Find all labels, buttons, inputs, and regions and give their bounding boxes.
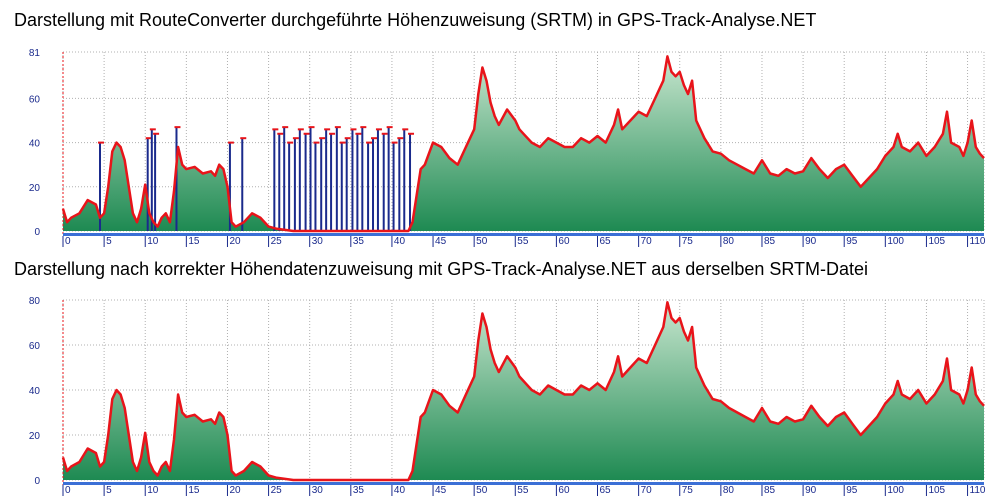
y-tick-label: 80	[29, 296, 41, 307]
chart-2-title: Darstellung nach korrekter Höhendatenzuw…	[14, 259, 869, 279]
x-tick-label: 100	[887, 236, 904, 247]
x-tick-label: 75	[682, 236, 694, 247]
x-tick-label: 95	[846, 236, 858, 247]
x-tick-label: 105	[928, 236, 945, 247]
x-tick-label: 80	[723, 485, 735, 496]
x-tick-label: 45	[435, 236, 447, 247]
x-tick-label: 65	[600, 485, 612, 496]
x-tick-label: 15	[188, 236, 200, 247]
x-tick-label: 60	[558, 236, 570, 247]
elevation-line	[61, 55, 985, 233]
x-tick-label: 15	[188, 485, 200, 496]
x-tick-label: 20	[229, 485, 241, 496]
elevation-area	[63, 302, 984, 480]
x-tick-label: 25	[271, 236, 283, 247]
y-tick-label: 81	[29, 48, 41, 59]
x-tick-label: 85	[764, 485, 776, 496]
x-tick-label: 55	[517, 485, 529, 496]
x-tick-label: 110	[970, 236, 986, 247]
x-tick-label: 35	[353, 485, 365, 496]
y-tick-label: 0	[34, 476, 40, 487]
elevation-line	[61, 301, 985, 482]
x-tick-label: 0	[65, 485, 71, 496]
x-tick-label: 75	[682, 485, 694, 496]
x-tick-label: 10	[147, 236, 159, 247]
y-tick-label: 20	[29, 183, 41, 194]
x-tick-label: 80	[723, 236, 735, 247]
elevation-area	[63, 56, 984, 232]
x-tick-label: 90	[805, 485, 817, 496]
x-tick-label: 40	[394, 485, 406, 496]
y-tick-label: 20	[29, 431, 41, 442]
x-tick-label: 25	[271, 485, 283, 496]
x-tick-label: 30	[312, 236, 324, 247]
x-axis-bar	[63, 482, 984, 485]
x-tick-label: 30	[312, 485, 324, 496]
x-tick-label: 105	[928, 485, 945, 496]
y-tick-label: 0	[34, 227, 40, 238]
x-tick-label: 65	[600, 236, 612, 247]
x-tick-label: 10	[147, 485, 159, 496]
y-tick-label: 40	[29, 386, 41, 397]
y-tick-label: 60	[29, 94, 41, 105]
y-tick-label: 60	[29, 341, 41, 352]
x-tick-label: 60	[558, 485, 570, 496]
x-tick-label: 85	[764, 236, 776, 247]
y-tick-label: 40	[29, 139, 41, 150]
x-tick-label: 5	[106, 485, 112, 496]
x-tick-label: 90	[805, 236, 817, 247]
spike-group	[98, 126, 415, 231]
x-tick-label: 35	[353, 236, 365, 247]
x-tick-label: 55	[517, 236, 529, 247]
x-tick-label: 70	[641, 485, 653, 496]
x-tick-label: 100	[887, 485, 904, 496]
x-tick-label: 50	[476, 236, 488, 247]
x-tick-label: 0	[65, 236, 71, 247]
x-tick-label: 20	[229, 236, 241, 247]
chart-1-title: Darstellung mit RouteConverter durchgefü…	[14, 10, 817, 30]
x-tick-label: 110	[970, 485, 986, 496]
x-tick-label: 45	[435, 485, 447, 496]
x-tick-label: 40	[394, 236, 406, 247]
chart-1: 0 20 40 60 81 0 5 10 15 20 25 30 35 40 45 50 55 60 65 70 75 8…	[29, 48, 986, 247]
x-axis-bar	[63, 233, 984, 236]
x-tick-label: 5	[106, 236, 112, 247]
x-tick-label: 50	[476, 485, 488, 496]
x-tick-label: 95	[846, 485, 858, 496]
x-tick-label: 70	[641, 236, 653, 247]
